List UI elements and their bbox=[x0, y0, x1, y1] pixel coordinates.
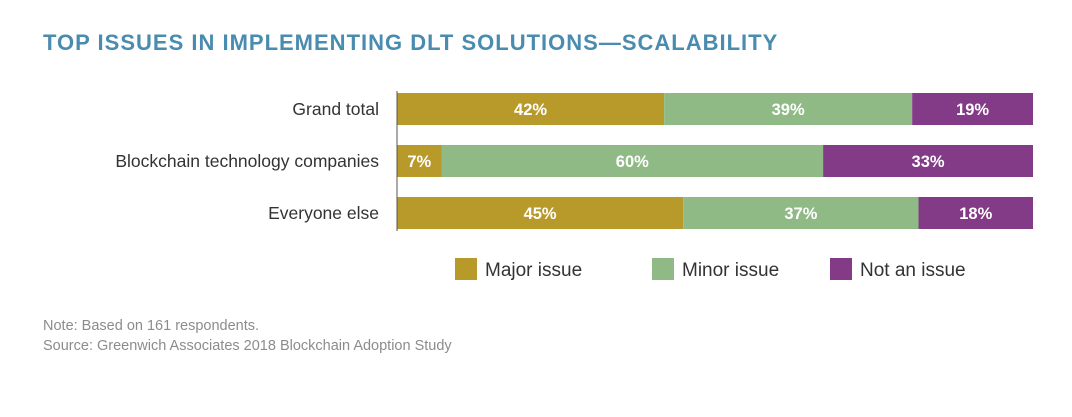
bar-segment bbox=[397, 93, 665, 125]
data-label: 37% bbox=[784, 205, 817, 223]
legend-label: Minor issue bbox=[682, 260, 779, 281]
category-label: Everyone else bbox=[268, 203, 379, 223]
legend-label: Major issue bbox=[485, 260, 582, 281]
data-label: 39% bbox=[772, 101, 805, 119]
chart-source: Source: Greenwich Associates 2018 Blockc… bbox=[43, 338, 452, 354]
bar-segment bbox=[823, 145, 1033, 177]
category-label: Grand total bbox=[292, 99, 379, 119]
data-label: 19% bbox=[956, 101, 989, 119]
legend-swatch bbox=[652, 258, 674, 280]
chart-title: TOP ISSUES IN IMPLEMENTING DLT SOLUTIONS… bbox=[43, 30, 779, 55]
bar-segment bbox=[912, 93, 1033, 125]
legend-swatch bbox=[455, 258, 477, 280]
category-label: Blockchain technology companies bbox=[115, 151, 379, 171]
data-label: 45% bbox=[524, 205, 557, 223]
data-label: 42% bbox=[514, 101, 547, 119]
chart-note: Note: Based on 161 respondents. bbox=[43, 318, 260, 334]
legend-label: Not an issue bbox=[860, 260, 966, 281]
bar-segment bbox=[664, 93, 913, 125]
data-label: 33% bbox=[912, 153, 945, 171]
bar-segment bbox=[397, 145, 442, 177]
data-label: 7% bbox=[407, 153, 431, 171]
legend-swatch bbox=[830, 258, 852, 280]
bar-segment bbox=[441, 145, 824, 177]
data-label: 18% bbox=[959, 205, 992, 223]
bar-segment bbox=[683, 197, 919, 229]
bar-segment bbox=[918, 197, 1033, 229]
data-label: 60% bbox=[616, 153, 649, 171]
bar-segment bbox=[397, 197, 684, 229]
